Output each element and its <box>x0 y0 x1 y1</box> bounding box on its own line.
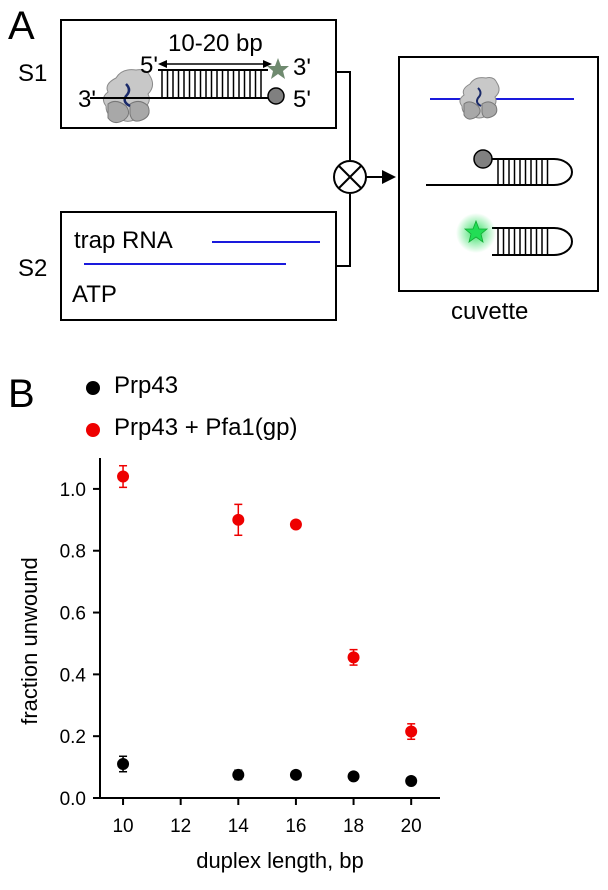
hairpin-fluorophore <box>456 213 573 256</box>
y-tick-label: 1.0 <box>60 480 86 501</box>
data-point <box>405 725 418 738</box>
series-1 <box>117 464 418 741</box>
panel-a-letter: A <box>8 4 35 48</box>
s1-connector <box>336 71 351 160</box>
cuvette-label: cuvette <box>451 298 529 325</box>
x-tick-label: 12 <box>170 816 191 837</box>
data-point <box>232 513 245 526</box>
arrow-to-cuvette <box>366 170 396 184</box>
atp-label: ATP <box>72 281 117 308</box>
legend-marker-red <box>86 423 100 437</box>
x-tick-label: 20 <box>401 816 422 837</box>
x-tick-label: 10 <box>112 816 133 837</box>
hairpin-quencher <box>426 149 573 186</box>
data-point <box>347 770 360 783</box>
legend-marker-black <box>86 381 100 395</box>
s2-label: S2 <box>18 255 48 282</box>
helicase-protein-cuvette <box>459 77 500 120</box>
x-tick-label: 14 <box>228 816 250 837</box>
data-point <box>117 470 130 483</box>
axes: 0.0 0.2 0.4 0.6 0.8 1.0 10 12 14 16 18 20 <box>60 458 440 837</box>
s1-label: S1 <box>18 60 48 87</box>
panel-b-letter: B <box>8 372 35 416</box>
data-point <box>117 758 130 770</box>
y-tick-label: 0.8 <box>60 542 86 563</box>
x-tick-label: 16 <box>285 816 306 837</box>
data-point <box>405 775 418 787</box>
y-tick-label: 0.2 <box>60 727 86 748</box>
y-tick-label: 0.4 <box>60 665 87 686</box>
series-0 <box>117 755 418 787</box>
x-tick-label: 18 <box>343 816 364 837</box>
length-arrow <box>158 60 272 68</box>
y-tick-label: 0.6 <box>60 604 86 625</box>
y-axis-label: fraction unwound <box>17 557 42 725</box>
end-5-right: 5' <box>293 86 311 113</box>
end-3-top: 3' <box>293 54 311 81</box>
end-5-top: 5' <box>140 52 158 79</box>
end-3-left: 3' <box>78 86 96 113</box>
y-tick-label: 0.0 <box>60 789 86 810</box>
data-point <box>347 651 360 664</box>
data-point <box>289 518 302 531</box>
base-pairs <box>161 70 262 98</box>
trap-rna-label: trap RNA <box>74 227 173 254</box>
data-point <box>232 768 245 781</box>
fluorophore-star-dim <box>267 58 289 79</box>
cuvette-box <box>398 56 599 292</box>
length-label: 10-20 bp <box>168 30 263 57</box>
data-point <box>289 768 302 781</box>
quencher-circle <box>267 87 285 105</box>
s2-connector <box>336 194 351 267</box>
legend-label: Prp43 + Pfa1(gp) <box>114 414 298 441</box>
y-axis-label-anchor: fraction unwound <box>6 557 46 725</box>
legend-label: Prp43 <box>114 372 179 399</box>
helicase-protein-s1 <box>102 69 154 124</box>
s1-box <box>60 19 337 129</box>
x-axis-label: duplex length, bp <box>196 848 364 873</box>
